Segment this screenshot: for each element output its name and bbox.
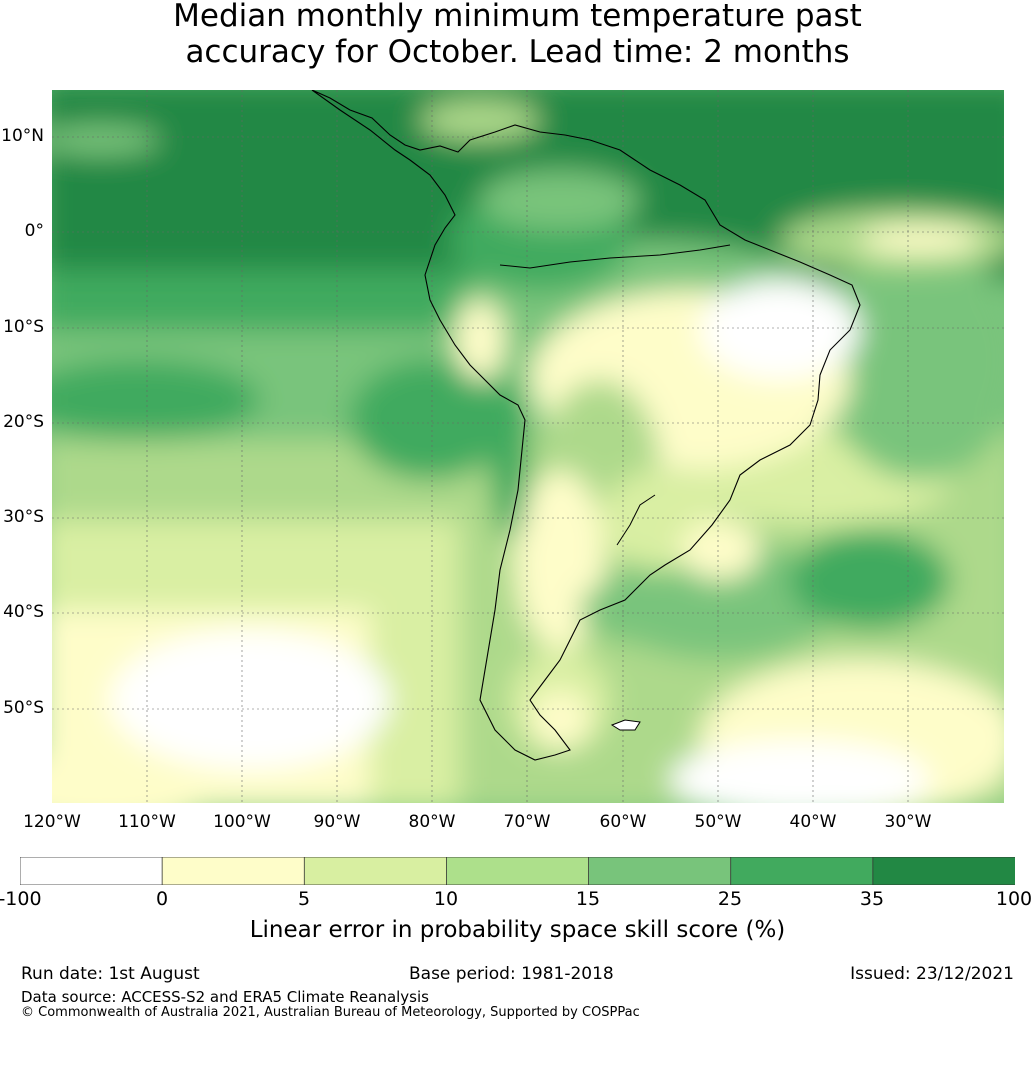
colorbar-title: Linear error in probability space skill …	[249, 917, 786, 943]
lon-label-60w: 60°W	[599, 812, 647, 832]
lon-label-40w: 40°W	[789, 812, 837, 832]
chart-title-line-1: Median monthly minimum temperature past	[173, 0, 862, 34]
falkland-islands	[610, 719, 641, 731]
lat-label-10s: 10°S	[3, 317, 44, 337]
amazon-river	[499, 244, 731, 269]
colorbar-label: 15	[575, 888, 601, 910]
lon-label-30w: 30°W	[884, 812, 932, 832]
lat-label-30s: 30°S	[3, 507, 44, 527]
colorbar	[20, 857, 1015, 885]
run-date: Run date: 1st August	[21, 964, 200, 984]
colorbar-swatch	[588, 857, 732, 885]
copyright: © Commonwealth of Australia 2021, Austra…	[21, 1005, 640, 1020]
lon-label-50w: 50°W	[694, 812, 742, 832]
coastline	[311, 90, 861, 761]
colorbar-swatch	[446, 857, 590, 885]
colorbar-label: 5	[297, 888, 311, 910]
map-field	[52, 90, 1004, 803]
lat-label-20s: 20°S	[3, 412, 44, 432]
lon-label-80w: 80°W	[408, 812, 456, 832]
skill-field	[52, 90, 1004, 803]
colorbar-label: 100	[995, 888, 1033, 910]
colorbar-swatch	[20, 857, 164, 885]
lon-label-100w: 100°W	[213, 812, 271, 832]
colorbar-swatch	[303, 857, 448, 885]
rio-de-la-plata	[616, 494, 656, 546]
lat-label-0: 0°	[24, 221, 44, 241]
colorbar-label: 0	[155, 888, 169, 910]
data-source: Data source: ACCESS-S2 and ERA5 Climate …	[21, 988, 429, 1006]
colorbar-label: 25	[717, 888, 743, 910]
colorbar-label: -100	[0, 888, 42, 910]
lon-label-110w: 110°W	[118, 812, 176, 832]
lon-label-70w: 70°W	[503, 812, 551, 832]
colorbar-swatch	[161, 857, 306, 885]
base-period: Base period: 1981-2018	[409, 964, 614, 984]
chart-title-line-2: accuracy for October. Lead time: 2 month…	[185, 34, 850, 70]
lat-label-40s: 40°S	[3, 602, 44, 622]
lon-label-120w: 120°W	[23, 812, 81, 832]
lat-label-50s: 50°S	[3, 698, 44, 718]
gridlines	[52, 90, 1004, 803]
issued-date: Issued: 23/12/2021	[850, 964, 1014, 984]
lon-label-90w: 90°W	[313, 812, 361, 832]
colorbar-swatch	[872, 857, 1015, 885]
colorbar-label: 10	[433, 888, 459, 910]
lat-label-10n: 10°N	[1, 126, 44, 146]
colorbar-swatch	[730, 857, 874, 885]
colorbar-label: 35	[859, 888, 885, 910]
